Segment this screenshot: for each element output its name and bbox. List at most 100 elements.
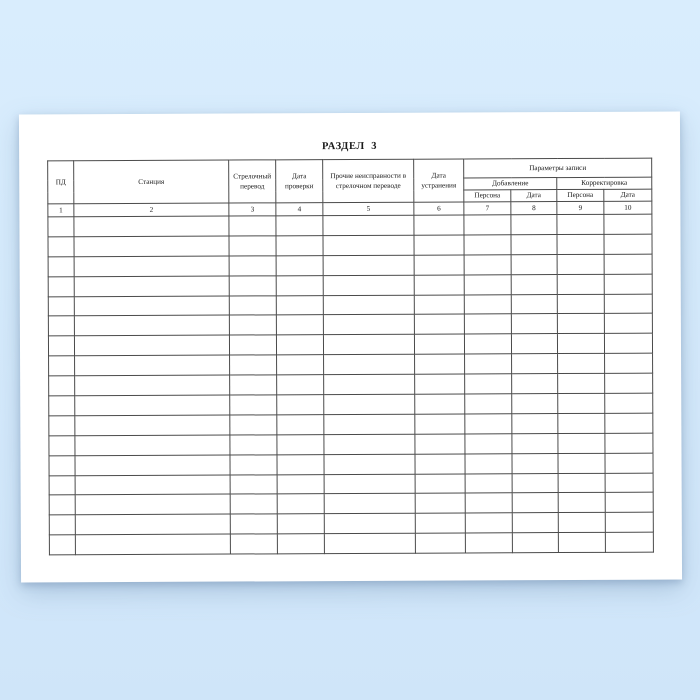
empty-cell [558,512,606,533]
empty-cell [275,235,324,256]
empty-cell [49,515,76,536]
empty-cell [605,472,654,493]
empty-cell [229,454,278,475]
empty-cell [464,453,513,474]
column-header-switch: Стрелочный перевод [228,159,276,204]
table-row [48,333,653,357]
table-row [48,373,653,396]
empty-cell [604,313,653,334]
empty-cell [511,373,558,394]
empty-cell [464,354,512,375]
empty-cell [414,254,465,275]
empty-cell [323,414,415,435]
empty-cell [47,236,75,257]
empty-cell [414,413,465,435]
empty-cell [414,393,465,415]
empty-cell [414,354,465,375]
empty-cell [323,314,415,335]
empty-cell [229,255,277,276]
empty-cell [275,215,323,236]
empty-cell [511,453,559,474]
table-row [49,492,654,516]
table-row [48,353,653,376]
empty-cell [323,334,415,355]
empty-cell [465,473,513,494]
empty-cell [557,313,605,334]
empty-cell [276,374,324,395]
empty-cell [230,534,278,555]
empty-cell [557,373,605,394]
empty-cell [413,214,464,236]
empty-cell [464,314,512,335]
empty-cell [74,395,230,416]
table-row [48,313,653,337]
column-header-fix-date: Дата устранения [413,158,464,203]
empty-cell [74,454,231,476]
empty-cell [558,472,606,494]
empty-cell [324,473,416,495]
empty-cell [49,495,76,516]
column-subheader-addition: Добавление [463,177,557,190]
empty-cell [74,434,230,456]
empty-cell [465,533,513,554]
empty-cell [557,433,605,454]
empty-cell [464,413,512,434]
empty-cell [463,214,511,235]
empty-cell [511,333,558,355]
empty-cell [48,276,75,297]
empty-cell [229,355,277,376]
empty-cell [465,493,513,514]
empty-cell [48,355,75,376]
empty-cell [605,512,654,533]
table-row [48,413,653,436]
empty-cell [557,453,606,474]
table-row [49,532,654,556]
column-number-cell: 9 [556,201,604,215]
empty-cell [414,433,465,454]
empty-cell [557,393,605,414]
table-body: ПД Станция Стрелочный перевод Дата прове… [47,158,654,556]
column-number-cell: 4 [275,202,323,216]
table-row [49,472,654,496]
empty-cell [230,474,278,495]
empty-cell [228,235,277,256]
empty-cell [277,474,325,495]
column-group-header-record-params: Параметры записи [463,158,652,178]
empty-cell [511,274,558,295]
empty-cell [415,533,466,554]
empty-cell [48,256,75,277]
empty-cell [414,274,465,295]
register-table: ПД Станция Стрелочный перевод Дата прове… [47,158,654,556]
empty-cell [604,273,653,294]
column-number-cell: 6 [413,201,464,216]
empty-cell [511,294,558,315]
empty-cell [604,333,653,354]
empty-cell [557,353,605,374]
empty-cell [604,253,653,275]
empty-cell [558,492,606,513]
empty-cell [323,453,416,475]
empty-cell [229,275,277,296]
empty-cell [74,275,230,297]
empty-cell [414,334,465,355]
empty-cell [557,333,605,354]
empty-cell [229,295,277,316]
empty-cell [604,353,653,374]
empty-cell [323,374,415,395]
empty-cell [603,214,653,235]
column-subheader-correction: Корректировка [556,177,652,190]
empty-cell [414,374,465,395]
column-number-cell: 10 [603,201,652,215]
empty-cell [464,433,512,454]
empty-cell [48,435,75,456]
empty-cell [414,453,466,474]
table-row [48,273,653,297]
empty-cell [415,493,466,514]
empty-cell [75,494,231,516]
empty-cell [464,393,512,414]
empty-cell [465,513,513,534]
empty-cell [48,316,75,337]
empty-cell [464,254,512,275]
column-number-cell: 5 [322,202,414,216]
empty-cell [415,513,466,534]
